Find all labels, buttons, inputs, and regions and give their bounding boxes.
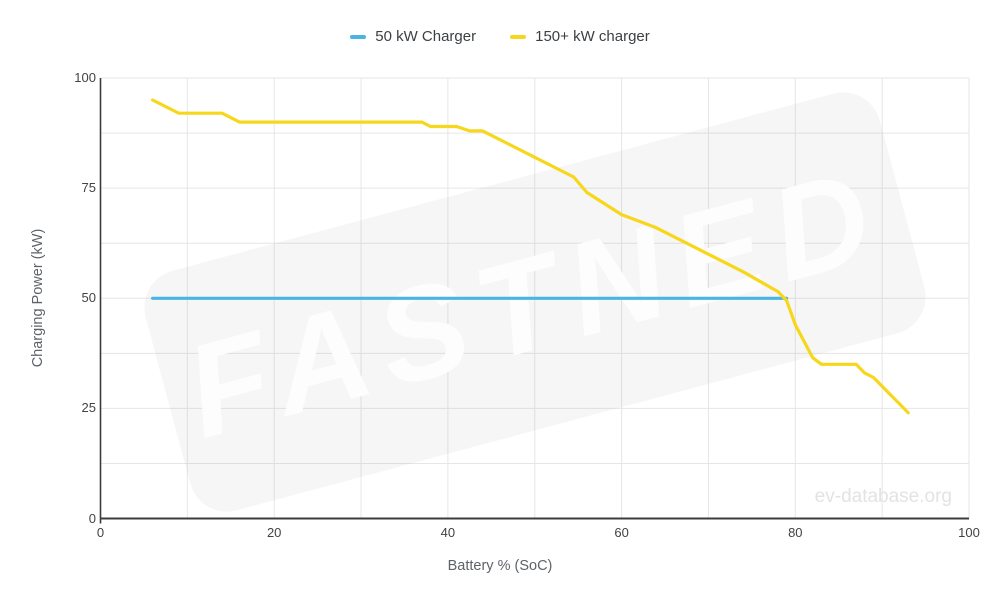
legend-marker-50kw-icon	[350, 34, 367, 39]
x-tick-label: 80	[788, 525, 803, 540]
y-tick-label: 0	[88, 510, 96, 526]
legend-marker-150kw-icon	[510, 34, 527, 39]
x-tick-label: 20	[266, 525, 282, 540]
legend-label-150kw: 150+ kW charger	[535, 28, 650, 45]
series-line-150kw[interactable]	[151, 98, 910, 415]
y-axis-title: Charging Power (kW)	[30, 228, 46, 368]
x-tick-label: 0	[96, 525, 105, 540]
legend-item-150kw-charger[interactable]: 150+ kW charger	[510, 28, 650, 45]
y-tick-label: 75	[81, 180, 96, 196]
legend-item-50kw-charger[interactable]: 50 kW Charger	[350, 28, 476, 45]
legend: 50 kW Charger 150+ kW charger	[0, 28, 1000, 45]
legend-label-50kw: 50 kW Charger	[375, 28, 477, 45]
y-tick-label: 25	[81, 400, 96, 416]
x-tick-label: 40	[440, 525, 456, 540]
y-tick-label: 100	[74, 70, 96, 85]
x-axis-title: Battery % (SoC)	[447, 558, 553, 574]
x-tick-label: 60	[614, 525, 629, 540]
y-tick-label: 50	[81, 290, 96, 306]
x-tick-label: 100	[958, 525, 980, 540]
